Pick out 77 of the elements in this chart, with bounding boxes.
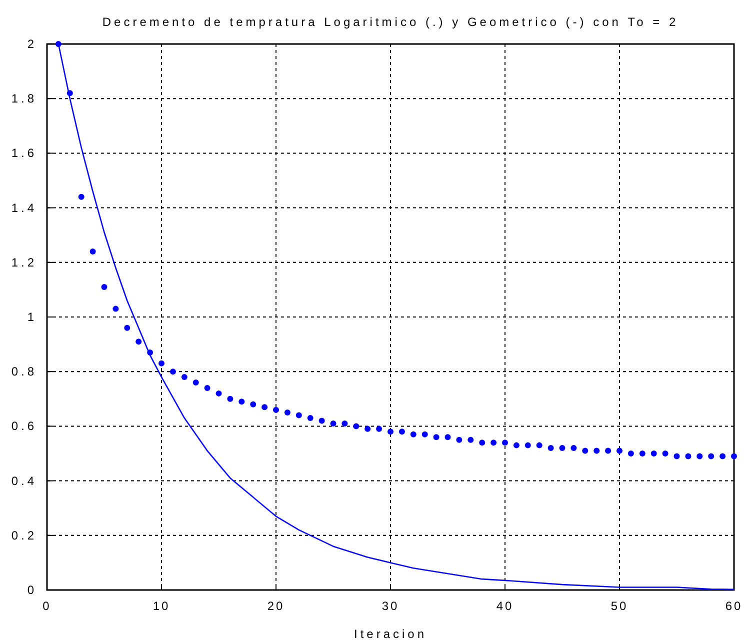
- y-tick-label: 1.8: [11, 92, 37, 106]
- point: [192, 380, 199, 386]
- point: [444, 434, 451, 440]
- point: [388, 428, 394, 435]
- y-tick-label: 0: [27, 583, 37, 597]
- point: [353, 423, 360, 430]
- point: [250, 401, 256, 408]
- y-tick-label: 0.2: [11, 528, 37, 542]
- point: [582, 448, 588, 454]
- point: [181, 374, 188, 380]
- point: [78, 194, 84, 200]
- point: [112, 306, 119, 312]
- point: [90, 248, 96, 254]
- y-tick-label: 0.4: [11, 474, 37, 488]
- point: [307, 415, 314, 422]
- point: [273, 406, 279, 413]
- point: [422, 431, 428, 438]
- point: [696, 453, 703, 460]
- point: [594, 448, 600, 454]
- point: [605, 448, 612, 454]
- point: [433, 434, 440, 440]
- point: [101, 284, 108, 290]
- point: [708, 453, 714, 460]
- point: [570, 445, 577, 452]
- point: [628, 450, 634, 456]
- point: [124, 324, 130, 331]
- point: [502, 440, 508, 446]
- point: [376, 426, 382, 432]
- point: [170, 368, 176, 375]
- y-tick-label: 1.2: [11, 255, 37, 270]
- point: [720, 453, 726, 460]
- x-tick-label: 40: [496, 599, 514, 613]
- point: [284, 410, 290, 416]
- x-tick-label: 30: [382, 599, 400, 613]
- point: [685, 453, 692, 460]
- point: [342, 420, 348, 426]
- x-tick-label: 50: [610, 599, 628, 613]
- y-tick-label: 1.4: [11, 200, 37, 215]
- point: [559, 445, 566, 452]
- y-tick-label: 2: [27, 37, 37, 51]
- point: [364, 426, 371, 432]
- y-tick-label: 1.6: [11, 146, 37, 160]
- point: [238, 398, 245, 405]
- point: [479, 440, 486, 446]
- point: [410, 431, 416, 438]
- point: [262, 404, 268, 410]
- point: [616, 448, 622, 454]
- chart-title: Decremento de tempratura Logaritmico (.) y Geometrico (-) con To = 2: [102, 15, 679, 29]
- point: [456, 436, 462, 443]
- y-tick-label: 1: [27, 310, 37, 324]
- x-tick-label: 60: [725, 599, 743, 613]
- point: [158, 360, 164, 366]
- point: [490, 440, 497, 446]
- point: [513, 442, 520, 448]
- point: [204, 384, 210, 391]
- point: [318, 418, 325, 424]
- point: [536, 442, 542, 448]
- point: [136, 338, 142, 345]
- point: [524, 442, 531, 448]
- point: [216, 390, 222, 396]
- point: [662, 450, 668, 456]
- x-tick-label: 10: [152, 599, 170, 613]
- point: [398, 428, 405, 435]
- x-tick-label: 20: [267, 599, 285, 613]
- y-tick-label: 0.6: [11, 419, 37, 434]
- point: [296, 412, 302, 418]
- point: [330, 420, 336, 426]
- y-tick-label: 0.8: [11, 364, 37, 379]
- point: [639, 450, 646, 456]
- x-axis-title: Iteracion: [354, 627, 428, 641]
- point: [227, 396, 234, 402]
- point: [731, 453, 737, 460]
- point: [468, 436, 474, 443]
- point: [548, 445, 554, 452]
- point: [650, 450, 657, 456]
- x-tick-label: 0: [42, 599, 52, 613]
- point: [674, 453, 680, 460]
